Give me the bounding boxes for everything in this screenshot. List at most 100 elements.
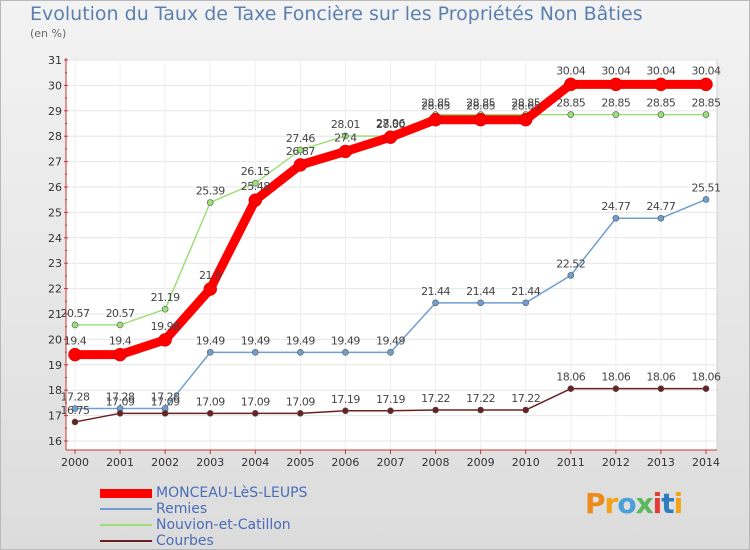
data-label: 24.77 <box>646 200 675 213</box>
data-label: 28.65 <box>421 100 450 113</box>
logo-letter: i <box>673 487 684 520</box>
data-point <box>657 214 665 222</box>
data-label: 28.65 <box>466 100 495 113</box>
x-tick-label: 2000 <box>61 456 89 469</box>
data-point <box>612 111 620 118</box>
data-point <box>702 196 710 203</box>
x-tick-label: 2001 <box>106 456 134 469</box>
data-label: 25.51 <box>692 181 721 194</box>
data-point <box>203 282 217 296</box>
data-point <box>206 349 214 356</box>
series-nouvion-et-catillon: 20.57 20.57 21.19 25.39 26.15 27.46 28.01 28.00… <box>61 97 721 329</box>
data-label: 17.22 <box>421 392 450 405</box>
data-label: 17.19 <box>331 393 360 406</box>
data-label: 28.85 <box>601 97 630 110</box>
data-label: 25.39 <box>196 184 225 197</box>
data-point <box>297 349 304 356</box>
data-label: 16.75 <box>61 404 90 417</box>
data-point <box>383 130 398 144</box>
data-point <box>248 193 263 207</box>
legend-swatch <box>100 524 152 526</box>
chart-title: Evolution du Taux de Taxe Foncière sur l… <box>30 3 643 25</box>
data-label: 19.49 <box>196 334 225 347</box>
y-tick-label: 17 <box>48 410 62 423</box>
logo-letter: t <box>661 487 674 520</box>
data-point <box>609 77 623 92</box>
data-point <box>657 385 665 392</box>
data-label: 28.85 <box>466 97 495 110</box>
y-tick-label: 18 <box>48 384 62 397</box>
data-point <box>293 158 308 172</box>
y-tick-label: 16 <box>48 435 62 448</box>
x-tick-label: 2005 <box>286 456 314 469</box>
y-tick-label: 20 <box>48 333 62 346</box>
data-label: 19.49 <box>241 334 270 347</box>
data-label: 19.4 <box>64 335 87 348</box>
data-point <box>567 385 575 392</box>
data-label: 28.01 <box>331 118 360 131</box>
data-point <box>158 333 172 347</box>
line-chart: 16 17 18 19 20 21 22 23 24 25 26 27 28 29 30 31 2000 2001… <box>48 54 721 469</box>
logo-letter: r <box>604 487 619 520</box>
data-point <box>699 77 713 92</box>
data-point <box>657 111 665 118</box>
data-label: 19.49 <box>286 334 315 347</box>
y-tick-label: 24 <box>48 232 62 245</box>
data-point <box>342 407 349 415</box>
y-tick-label: 30 <box>48 79 62 92</box>
data-label: 21.44 <box>421 285 450 298</box>
data-point <box>251 349 259 356</box>
data-label: 28.65 <box>511 100 540 113</box>
data-point <box>342 132 349 140</box>
y-tick-label: 23 <box>48 257 62 270</box>
data-label: 17.28 <box>106 390 135 403</box>
data-label: 27.46 <box>286 132 315 145</box>
data-label: 26.15 <box>241 165 270 178</box>
data-point <box>654 77 668 92</box>
legend-swatch <box>100 488 152 498</box>
data-point <box>116 410 124 417</box>
data-point <box>612 385 620 392</box>
data-point <box>387 407 394 415</box>
y-tick-label: 19 <box>48 359 62 372</box>
data-label: 26.87 <box>286 145 315 158</box>
legend-label: Remies <box>156 501 208 517</box>
legend-swatch <box>100 508 152 510</box>
data-point <box>702 111 710 118</box>
data-point <box>206 199 214 206</box>
data-label: 21.44 <box>466 285 495 298</box>
y-tick-label: 22 <box>48 283 62 296</box>
data-point <box>116 321 124 329</box>
series-courbes: 16.75 17.09 17.09 17.09 17.09 17.09 17.19 17.19… <box>61 371 721 426</box>
y-tick-label: 21 <box>48 308 62 321</box>
logo-letter: P <box>585 487 606 520</box>
data-point <box>428 112 443 127</box>
legend-label: Courbes <box>156 533 214 549</box>
data-point <box>477 299 484 307</box>
data-point <box>342 349 349 356</box>
x-tick-label: 2008 <box>422 456 450 469</box>
data-point <box>71 418 79 426</box>
x-tick-label: 2012 <box>602 456 630 469</box>
data-point <box>387 349 394 356</box>
data-label: 21.9 <box>199 269 222 282</box>
data-point <box>522 406 530 414</box>
y-tick-label: 29 <box>48 105 62 118</box>
data-point <box>251 179 259 187</box>
plot-area <box>65 59 718 451</box>
data-label: 22.52 <box>556 257 585 270</box>
data-label: 18.06 <box>556 371 585 384</box>
data-label: 30.04 <box>601 64 630 77</box>
x-tick-label: 2011 <box>557 456 585 469</box>
x-tick-label: 2013 <box>647 456 675 469</box>
y-tick-label: 31 <box>48 54 62 67</box>
proxiti-logo: Proxiti <box>585 487 684 520</box>
data-label: 19.98 <box>151 320 180 333</box>
x-tick-label: 2009 <box>467 456 495 469</box>
data-point <box>702 385 710 392</box>
data-label: 17.09 <box>196 395 225 408</box>
data-point <box>161 410 169 417</box>
data-point <box>473 112 488 127</box>
data-label: 21.19 <box>151 291 180 304</box>
x-tick-label: 2004 <box>241 456 269 469</box>
